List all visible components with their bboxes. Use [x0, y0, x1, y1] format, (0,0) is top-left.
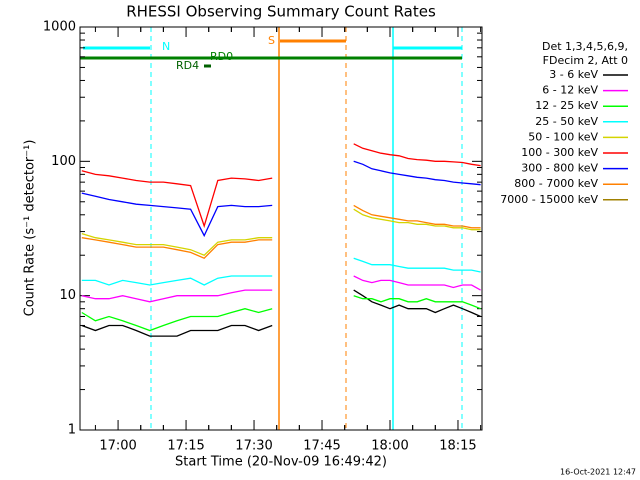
data-line [81, 160, 481, 238]
data-line [81, 289, 481, 337]
y-tick-label: 1 [68, 423, 76, 438]
x-tick-label: 18:15 [439, 439, 476, 454]
x-tick-label: 17:45 [303, 439, 340, 454]
plot-frame [79, 26, 483, 431]
data-line [81, 295, 481, 332]
y-tick-label: 10 [59, 288, 76, 303]
y-axis-label: Count Rate (s⁻¹ detector⁻¹) [23, 140, 38, 317]
x-tick-label: 17:00 [99, 439, 136, 454]
x-tick-label: 17:30 [235, 439, 272, 454]
legend-label: 6 - 12 keV [542, 84, 598, 97]
data-line [81, 275, 481, 303]
y-tick-label: 100 [51, 154, 76, 169]
chart-title: RHESSI Observing Summary Count Rates [126, 3, 436, 21]
legend-title: Det 1,3,4,5,6,9, [542, 40, 628, 53]
x-tick-label: 17:15 [167, 439, 204, 454]
flag-label: RD4 [176, 59, 199, 72]
data-line [81, 204, 481, 259]
legend-label: 50 - 100 keV [528, 130, 598, 143]
legend-label: 100 - 300 keV [521, 146, 598, 159]
flag-label: S [268, 34, 275, 47]
legend-title: FDecim 2, Att 0 [543, 54, 628, 67]
legend-label: 300 - 800 keV [521, 162, 598, 175]
flags: N S RD0 RD4 [80, 27, 463, 430]
data-line [81, 208, 481, 256]
x-axis-label: Start Time (20-Nov-09 16:49:42) [175, 455, 387, 470]
legend-label: 25 - 50 keV [535, 115, 598, 128]
x-tick-label: 18:00 [371, 439, 408, 454]
legend-label: 3 - 6 keV [549, 68, 598, 81]
data-line [81, 257, 481, 286]
y-tick-label: 1000 [43, 20, 76, 35]
flag-label: RD0 [210, 50, 233, 63]
flag-label: N [162, 40, 170, 53]
footer: 16-Oct-2021 12:47 [560, 468, 636, 477]
legend-label: 7000 - 15000 keV [500, 193, 598, 206]
legend-label: 800 - 7000 keV [514, 177, 598, 190]
data-line [81, 143, 481, 229]
legend-label: 12 - 25 keV [535, 99, 598, 112]
